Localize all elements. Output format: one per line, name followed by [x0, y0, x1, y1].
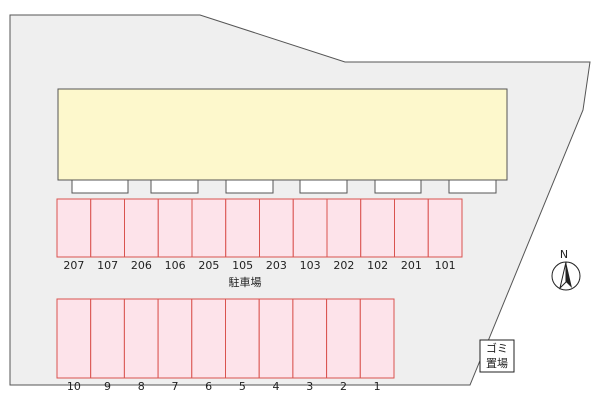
stall-label: 7 — [171, 380, 178, 393]
parking-stall — [225, 298, 260, 379]
stall-label: 102 — [367, 259, 388, 272]
balcony — [299, 179, 348, 194]
parking-stall — [359, 298, 395, 379]
stall-label: 205 — [198, 259, 219, 272]
stall-label: 107 — [97, 259, 118, 272]
stall-label: 9 — [104, 380, 111, 393]
balconies — [71, 179, 497, 194]
garbage-label: 置場 — [486, 357, 508, 370]
parking-stall — [360, 198, 395, 258]
stall-label: 3 — [306, 380, 313, 393]
parking-stall — [394, 198, 429, 258]
compass: N — [551, 248, 581, 291]
stall-label: 202 — [333, 259, 354, 272]
parking-stall — [157, 198, 193, 258]
parking-stall — [326, 298, 361, 379]
stall-label: 2 — [340, 380, 347, 393]
stall-label: 106 — [165, 259, 186, 272]
stall-label: 8 — [138, 380, 145, 393]
stall-label: 206 — [131, 259, 152, 272]
parking-stall — [258, 298, 294, 379]
parking-stall — [90, 198, 125, 258]
garbage-label: ゴミ — [486, 341, 508, 355]
parking-stall — [124, 198, 159, 258]
compass-label: N — [560, 248, 568, 261]
compass-needle — [566, 262, 572, 288]
stall-label: 201 — [401, 259, 422, 272]
parking-stall — [292, 198, 328, 258]
balcony — [448, 179, 497, 194]
parking-stall — [259, 198, 294, 258]
stall-label: 4 — [273, 380, 280, 393]
stall-label: 6 — [205, 380, 212, 393]
parking-stall — [326, 198, 362, 258]
parking-stall — [56, 198, 92, 258]
parking-stall — [90, 298, 125, 379]
balcony — [374, 179, 422, 194]
stall-label: 103 — [300, 259, 321, 272]
stall-label: 5 — [239, 380, 246, 393]
stall-label: 1 — [374, 380, 381, 393]
balcony — [150, 179, 199, 194]
parking-label: 駐車場 — [229, 275, 262, 289]
stall-label: 101 — [435, 259, 456, 272]
stall-label: 10 — [67, 380, 81, 393]
stall-label: 203 — [266, 259, 287, 272]
parking-stall — [56, 298, 92, 379]
parking-stall — [123, 298, 159, 379]
parking-stall — [292, 298, 328, 379]
balcony — [71, 179, 129, 194]
stall-label: 105 — [232, 259, 253, 272]
balcony — [225, 179, 274, 194]
building — [57, 88, 508, 181]
parking-stall — [191, 198, 227, 258]
stall-label: 207 — [63, 259, 84, 272]
parking-stall — [225, 198, 260, 258]
parking-stall — [157, 298, 193, 379]
parking-stall — [427, 198, 463, 258]
parking-stall — [191, 298, 227, 379]
garbage-box — [479, 339, 515, 373]
